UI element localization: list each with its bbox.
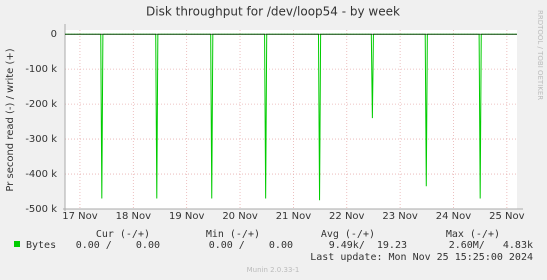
x-tick-label: 20 Nov bbox=[222, 211, 258, 222]
legend-header: Max (-/+) bbox=[446, 229, 500, 240]
x-tick-label: 18 Nov bbox=[116, 211, 152, 222]
plot-area bbox=[65, 30, 517, 209]
y-tick-label: -500 k bbox=[25, 204, 57, 215]
x-tick-label: 17 Nov bbox=[62, 211, 98, 222]
x-tick-label: 23 Nov bbox=[382, 211, 418, 222]
x-tick-label: 24 Nov bbox=[436, 211, 472, 222]
legend-header: Cur (-/+) bbox=[96, 229, 150, 240]
legend-header: Min (-/+) bbox=[206, 229, 260, 240]
x-tick-label: 25 Nov bbox=[489, 211, 525, 222]
y-tick-label: -300 k bbox=[25, 134, 57, 145]
y-tick-label: -100 k bbox=[25, 64, 57, 75]
legend-value: 0.00 / 0.00 bbox=[76, 240, 160, 251]
footer: Munin 2.0.33-1 bbox=[247, 266, 300, 274]
legend-value: 2.60M/ 4.83k bbox=[449, 240, 533, 251]
legend-swatch bbox=[14, 241, 20, 247]
x-tick-label: 21 Nov bbox=[276, 211, 312, 222]
y-axis-label: Pr second read (-) / write (+) bbox=[5, 48, 16, 191]
side-label: RRDTOOL / TOBI OETIKER bbox=[536, 10, 544, 100]
legend-label: Bytes bbox=[26, 240, 56, 251]
legend-value: 9.49k/ 19.23 bbox=[329, 240, 407, 251]
chart-title: Disk throughput for /dev/loop54 - by wee… bbox=[146, 5, 400, 19]
legend-header: Avg (-/+) bbox=[321, 229, 375, 240]
last-update: Last update: Mon Nov 25 15:25:00 2024 bbox=[310, 252, 533, 263]
legend-value: 0.00 / 0.00 bbox=[209, 240, 293, 251]
x-tick-label: 19 Nov bbox=[169, 211, 205, 222]
y-tick-label: -200 k bbox=[25, 99, 57, 110]
x-tick-label: 22 Nov bbox=[329, 211, 365, 222]
y-tick-label: -400 k bbox=[25, 169, 57, 180]
y-tick-label: 0 bbox=[51, 29, 57, 40]
